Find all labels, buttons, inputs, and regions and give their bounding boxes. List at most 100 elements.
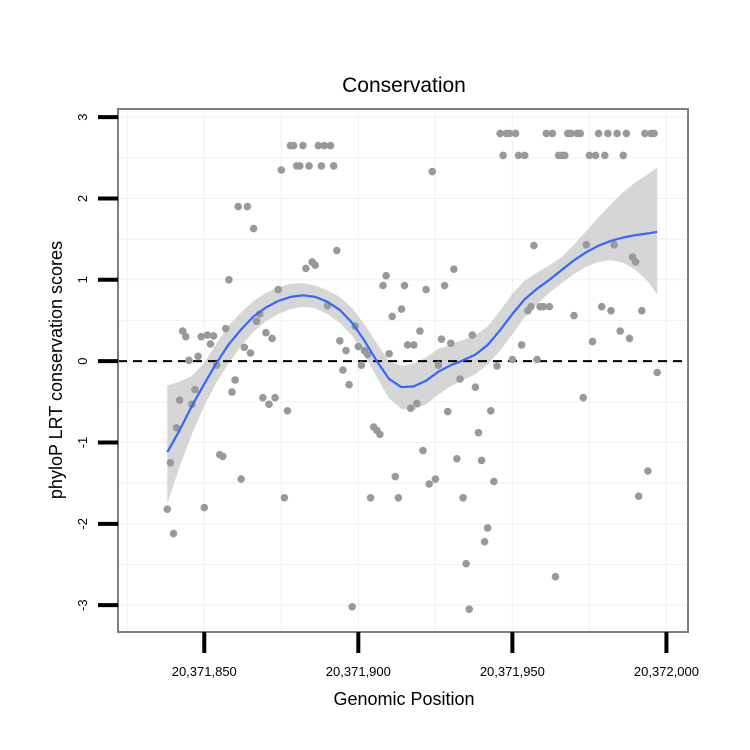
- data-point: [474, 428, 483, 437]
- data-point: [169, 529, 178, 538]
- y-tick-label: 2: [75, 195, 90, 202]
- data-point: [403, 341, 412, 349]
- data-point: [570, 311, 578, 320]
- data-point: [514, 151, 523, 160]
- data-point: [357, 361, 366, 370]
- data-point: [262, 328, 270, 337]
- data-point: [197, 332, 205, 341]
- data-point: [622, 129, 631, 138]
- data-point: [422, 285, 430, 294]
- data-point: [416, 327, 424, 335]
- x-axis-label: Genomic Position: [333, 689, 474, 709]
- data-point: [533, 355, 541, 364]
- data-point: [477, 456, 486, 465]
- data-point: [252, 317, 261, 326]
- data-point: [490, 477, 498, 486]
- data-point: [240, 343, 249, 352]
- data-point: [178, 327, 187, 335]
- data-point: [619, 151, 628, 160]
- data-point: [302, 264, 310, 273]
- y-tick-label: 0: [75, 357, 90, 364]
- data-point: [406, 404, 415, 413]
- data-point: [588, 337, 597, 346]
- data-point: [644, 467, 652, 475]
- data-point: [305, 162, 313, 170]
- x-tick-label: 20,372,000: [634, 664, 699, 679]
- data-point: [339, 366, 347, 374]
- data-point: [613, 129, 621, 138]
- data-point: [311, 261, 320, 270]
- data-point: [394, 494, 403, 502]
- data-point: [329, 162, 338, 170]
- data-point: [499, 151, 507, 160]
- data-point: [289, 141, 298, 150]
- data-point: [246, 349, 255, 357]
- data-point: [280, 494, 289, 502]
- smooth-line: [166, 230, 658, 453]
- scatter-points: [163, 129, 661, 613]
- data-point: [209, 332, 218, 340]
- data-point: [268, 334, 276, 343]
- data-point: [616, 327, 624, 335]
- smooth-line-group: [166, 230, 658, 453]
- data-point: [391, 472, 400, 481]
- data-point: [493, 362, 501, 370]
- data-point: [496, 129, 504, 138]
- data-point: [597, 302, 606, 311]
- data-point: [480, 537, 489, 546]
- data-point: [172, 424, 181, 432]
- data-point: [471, 383, 480, 392]
- data-point: [345, 380, 353, 389]
- data-point: [388, 312, 397, 321]
- data-point: [277, 166, 286, 174]
- data-point: [459, 494, 467, 502]
- data-point: [539, 302, 547, 311]
- data-point: [425, 480, 434, 488]
- data-point: [385, 350, 393, 358]
- x-tick-label: 20,371,900: [326, 664, 391, 679]
- data-point: [265, 400, 273, 409]
- data-point: [576, 129, 584, 138]
- data-point: [354, 342, 363, 351]
- data-point: [410, 341, 418, 349]
- plot-frame: [117, 108, 689, 633]
- data-point: [206, 340, 215, 348]
- data-point: [400, 281, 409, 290]
- data-point: [299, 141, 307, 150]
- data-point: [283, 407, 292, 415]
- data-point: [274, 285, 283, 294]
- data-point: [437, 335, 446, 344]
- data-point: [468, 331, 477, 339]
- data-point: [314, 141, 323, 150]
- data-point: [431, 475, 440, 483]
- data-point: [653, 368, 661, 377]
- data-point: [610, 241, 618, 249]
- data-point: [634, 492, 643, 501]
- data-point: [440, 281, 449, 290]
- data-point: [604, 129, 612, 138]
- data-point: [450, 265, 458, 274]
- data-point: [200, 503, 209, 512]
- data-point: [530, 241, 538, 250]
- data-point: [487, 407, 495, 415]
- data-point: [166, 459, 175, 467]
- data-point: [443, 407, 452, 416]
- data-point: [511, 129, 520, 138]
- data-point: [219, 452, 227, 461]
- data-point: [465, 605, 474, 613]
- data-point: [366, 494, 375, 502]
- x-tick-label: 20,371,850: [172, 664, 237, 679]
- data-point: [342, 346, 350, 355]
- data-point: [641, 129, 649, 138]
- data-point: [336, 337, 344, 345]
- data-point: [428, 167, 437, 176]
- data-point: [333, 246, 341, 255]
- data-point: [228, 388, 236, 396]
- data-point: [363, 350, 372, 359]
- data-point: [382, 271, 390, 280]
- data-point: [175, 396, 184, 405]
- data-point: [379, 281, 387, 290]
- y-tick-label: 1: [75, 276, 90, 283]
